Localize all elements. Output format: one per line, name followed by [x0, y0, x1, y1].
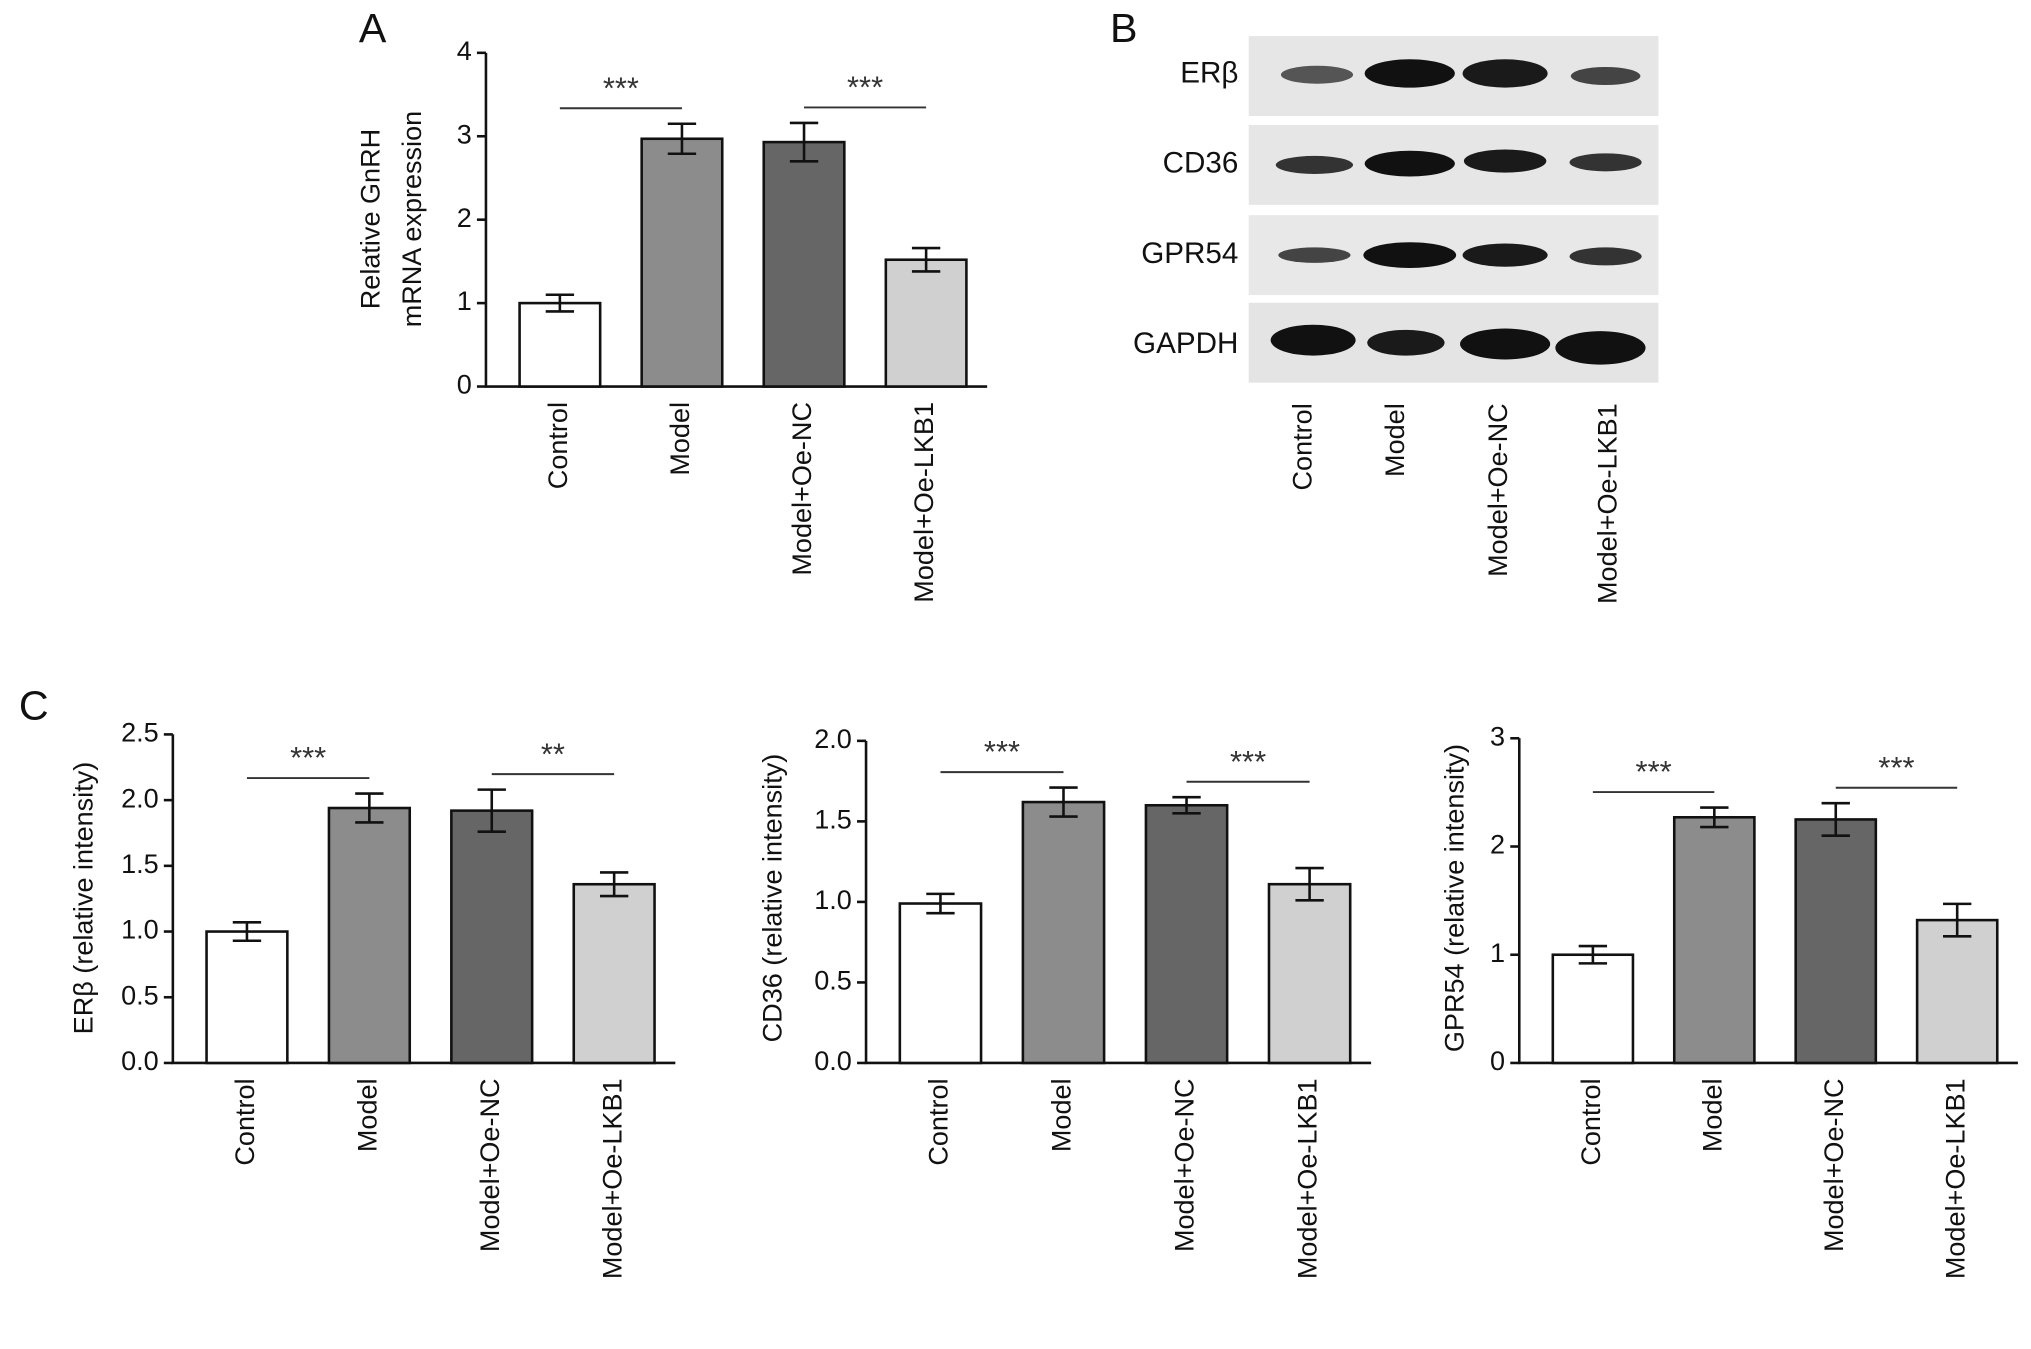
error-bar [789, 121, 819, 163]
row-label: CD36 [1163, 147, 1239, 180]
error-bar [667, 122, 697, 156]
error-bar [599, 871, 629, 898]
y-axis-label: Relative GnRH [356, 129, 386, 309]
x-tick-label: Model+Oe-LKB1 [909, 402, 939, 603]
bar [1672, 815, 1756, 1065]
y-tick-label: 2 [457, 203, 472, 233]
x-tick-label: Model [1380, 403, 1410, 477]
y-tick-label: 2.5 [121, 718, 159, 748]
y-axis-label: GPR54 (relative intensity) [1439, 744, 1469, 1052]
bar [762, 140, 846, 388]
panel-label: A [359, 5, 387, 51]
significance-label: *** [984, 734, 1020, 769]
y-tick-label: 1 [1490, 938, 1505, 968]
y-tick-label: 0.5 [814, 966, 852, 996]
x-tick-label: Control [1287, 403, 1317, 490]
y-tick-label: 0.0 [121, 1046, 159, 1076]
x-tick-label: Model+Oe-NC [475, 1078, 505, 1252]
y-tick-label: 2.0 [121, 783, 159, 813]
x-tick-label: Model [352, 1078, 382, 1152]
error-bar [1295, 866, 1324, 902]
x-tick-label: Model+Oe-NC [1170, 1078, 1200, 1252]
x-tick-label: Control [230, 1078, 260, 1165]
bar [205, 930, 289, 1065]
y-tick-label: 4 [457, 36, 472, 66]
x-tick-label: Model+Oe-NC [1483, 403, 1513, 577]
bar [898, 902, 983, 1065]
bar [1794, 818, 1878, 1065]
bar [1021, 800, 1106, 1065]
y-tick-label: 0 [1490, 1046, 1505, 1076]
y-tick-label: 1.5 [121, 849, 159, 879]
y-tick-label: 0.0 [814, 1046, 852, 1076]
error-bar [1821, 801, 1850, 837]
row-label: GPR54 [1141, 237, 1238, 270]
x-tick-label: Model+Oe-NC [787, 402, 817, 576]
x-tick-label: Control [924, 1078, 954, 1165]
x-tick-label: Model [1697, 1078, 1727, 1152]
x-tick-label: Model+Oe-LKB1 [1593, 403, 1623, 604]
bar [450, 809, 534, 1065]
error-bar [545, 293, 575, 313]
row-label: GAPDH [1133, 327, 1238, 360]
y-tick-label: 3 [457, 119, 472, 149]
y-tick-label: 1.5 [814, 805, 852, 835]
x-tick-label: Model [1047, 1078, 1077, 1152]
significance-label: *** [847, 70, 883, 105]
significance-label: *** [603, 70, 639, 105]
x-tick-label: Model+Oe-LKB1 [1293, 1078, 1323, 1279]
x-tick-label: Control [1576, 1078, 1606, 1165]
bar [1267, 882, 1352, 1065]
x-tick-label: Model+Oe-LKB1 [597, 1078, 627, 1279]
y-tick-label: 2.0 [814, 724, 852, 754]
bar [1144, 803, 1229, 1065]
y-axis-label: mRNA expression [397, 111, 427, 327]
blot-image [1248, 36, 1659, 383]
error-bar [1049, 786, 1078, 818]
y-axis-label: ERβ (relative intensity) [68, 762, 98, 1035]
error-bar [911, 246, 941, 273]
bar [327, 806, 412, 1065]
significance-label: ** [541, 736, 565, 771]
panel-label: B [1110, 5, 1137, 51]
error-bar [926, 892, 955, 915]
bar [1915, 918, 1999, 1065]
error-bar [1943, 902, 1972, 938]
error-bar [1172, 795, 1201, 815]
y-tick-label: 1 [457, 286, 472, 316]
bar [572, 882, 656, 1065]
y-axis-label: CD36 (relative intensity) [758, 754, 788, 1043]
y-tick-label: 0.5 [121, 980, 159, 1010]
bar [884, 258, 968, 388]
significance-label: *** [1636, 754, 1672, 789]
y-tick-label: 3 [1490, 721, 1505, 751]
y-tick-label: 1.0 [814, 885, 852, 915]
x-tick-label: Model+Oe-LKB1 [1940, 1078, 1970, 1279]
error-bar [232, 921, 262, 943]
bar [640, 137, 724, 388]
error-bar [355, 792, 384, 824]
y-tick-label: 0 [457, 370, 472, 400]
y-tick-label: 1.0 [121, 915, 159, 945]
panel-label: C [19, 683, 49, 729]
y-tick-label: 2 [1490, 830, 1505, 860]
significance-label: *** [1230, 744, 1266, 779]
error-bar [1578, 944, 1608, 965]
significance-label: *** [1878, 750, 1914, 785]
x-tick-label: Model [665, 402, 695, 476]
error-bar [1700, 806, 1729, 829]
x-tick-label: Model+Oe-NC [1819, 1078, 1849, 1252]
bar [1551, 953, 1635, 1065]
row-label: ERβ [1180, 57, 1238, 90]
error-bar [477, 788, 506, 833]
significance-label: *** [290, 740, 326, 775]
bar [518, 301, 602, 388]
x-tick-label: Control [543, 402, 573, 489]
